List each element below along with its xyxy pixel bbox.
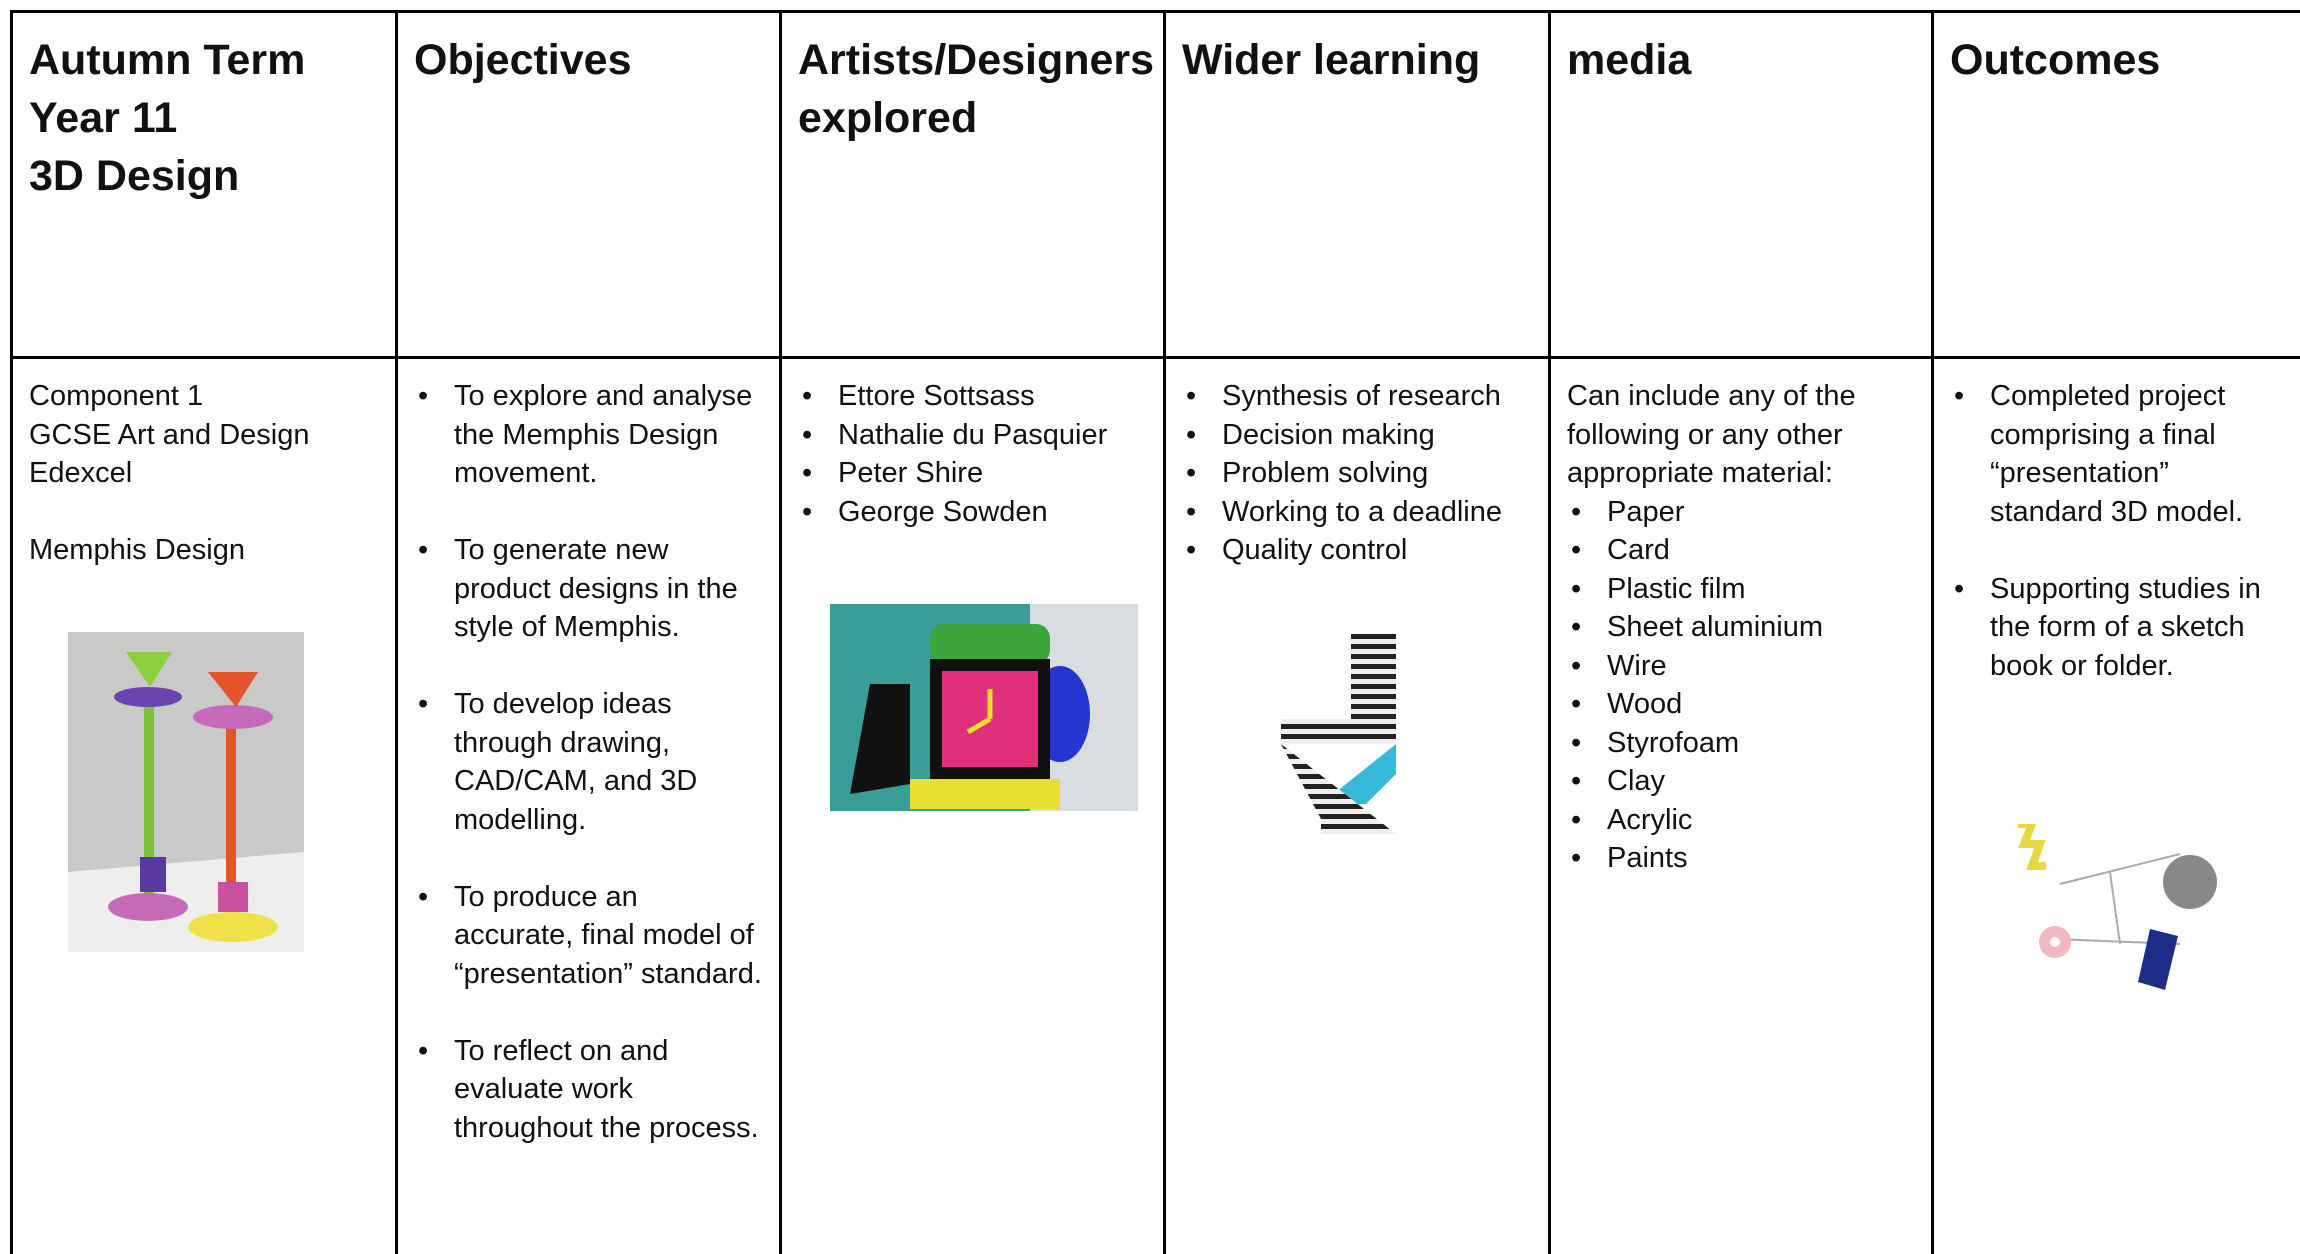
intro-line: GCSE Art and Design	[29, 418, 310, 451]
heading: Year 11	[29, 94, 178, 142]
heading: Objectives	[414, 36, 632, 84]
list-item: Peter Shire	[798, 454, 1147, 493]
list-item: Paper	[1567, 493, 1915, 532]
wider-learning-cell: Synthesis of researchDecision makingProb…	[1166, 359, 1551, 1254]
list-item: To reflect on and evaluate work througho…	[414, 1032, 763, 1148]
objectives-cell: To explore and analyse the Memphis Desig…	[398, 359, 782, 1254]
list-item: Wire	[1567, 647, 1915, 686]
list-item: Paints	[1567, 839, 1915, 878]
list-item: Quality control	[1182, 531, 1532, 570]
media-cell: Can include any of the following or any …	[1551, 359, 1934, 1254]
list-item: Plastic film	[1567, 570, 1915, 609]
mobile-image	[2018, 824, 2217, 990]
list-item: Wood	[1567, 685, 1915, 724]
intro-cell: Component 1 GCSE Art and Design Edexcel …	[13, 359, 398, 1254]
list-item: To produce an accurate, final model of “…	[414, 878, 763, 994]
header-cell: Autumn Term Year 11 3D Design	[13, 13, 398, 359]
list-item: Completed project comprising a final “pr…	[1950, 377, 2287, 531]
list-item: Working to a deadline	[1182, 493, 1532, 532]
list-item: Problem solving	[1182, 454, 1532, 493]
table: Autumn Term Year 11 3D Design Objectives…	[10, 10, 2300, 1254]
heading: Artists/Designers explored	[798, 36, 1155, 142]
list-item: Sheet aluminium	[1567, 608, 1915, 647]
list-item: To explore and analyse the Memphis Desig…	[414, 377, 763, 493]
list-item: Ettore Sottsass	[798, 377, 1147, 416]
objectives-list: To explore and analyse the Memphis Desig…	[414, 377, 763, 1147]
header-cell: media	[1551, 13, 1934, 359]
artists-list: Ettore SottsassNathalie du PasquierPeter…	[798, 377, 1147, 531]
heading: 3D Design	[29, 152, 240, 200]
artists-cell: Ettore SottsassNathalie du PasquierPeter…	[782, 359, 1166, 1254]
header-cell: Objectives	[398, 13, 782, 359]
media-intro: Can include any of the following or any …	[1567, 380, 1856, 489]
list-item: To generate new product designs in the s…	[414, 531, 763, 647]
intro-line: Edexcel	[29, 457, 133, 489]
topic: Memphis Design	[29, 534, 245, 566]
chair-image	[1281, 634, 1396, 834]
list-item: Styrofoam	[1567, 724, 1915, 763]
list-item: Clay	[1567, 762, 1915, 801]
media-list: PaperCardPlastic filmSheet aluminiumWire…	[1567, 493, 1915, 878]
header-cell: Artists/Designers explored	[782, 13, 1166, 359]
clock-image	[830, 604, 1138, 811]
list-item: Acrylic	[1567, 801, 1915, 840]
list-item: Supporting studies in the form of a sket…	[1950, 570, 2287, 686]
intro-line: Component 1	[29, 380, 204, 412]
heading: media	[1567, 36, 1692, 84]
heading: Wider learning	[1182, 36, 1481, 84]
heading: Outcomes	[1950, 36, 2161, 84]
list-item: Nathalie du Pasquier	[798, 416, 1147, 455]
outcomes-list: Completed project comprising a final “pr…	[1950, 377, 2287, 685]
header-cell: Wider learning	[1166, 13, 1551, 359]
sculpture-image	[68, 632, 304, 952]
list-item: Card	[1567, 531, 1915, 570]
outcomes-cell: Completed project comprising a final “pr…	[1934, 359, 2300, 1254]
list-item: Synthesis of research	[1182, 377, 1532, 416]
header-cell: Outcomes	[1934, 13, 2300, 359]
list-item: Decision making	[1182, 416, 1532, 455]
list-item: George Sowden	[798, 493, 1147, 532]
heading: Autumn Term	[29, 36, 306, 84]
wider-learning-list: Synthesis of researchDecision makingProb…	[1182, 377, 1532, 570]
list-item: To develop ideas through drawing, CAD/CA…	[414, 685, 763, 839]
